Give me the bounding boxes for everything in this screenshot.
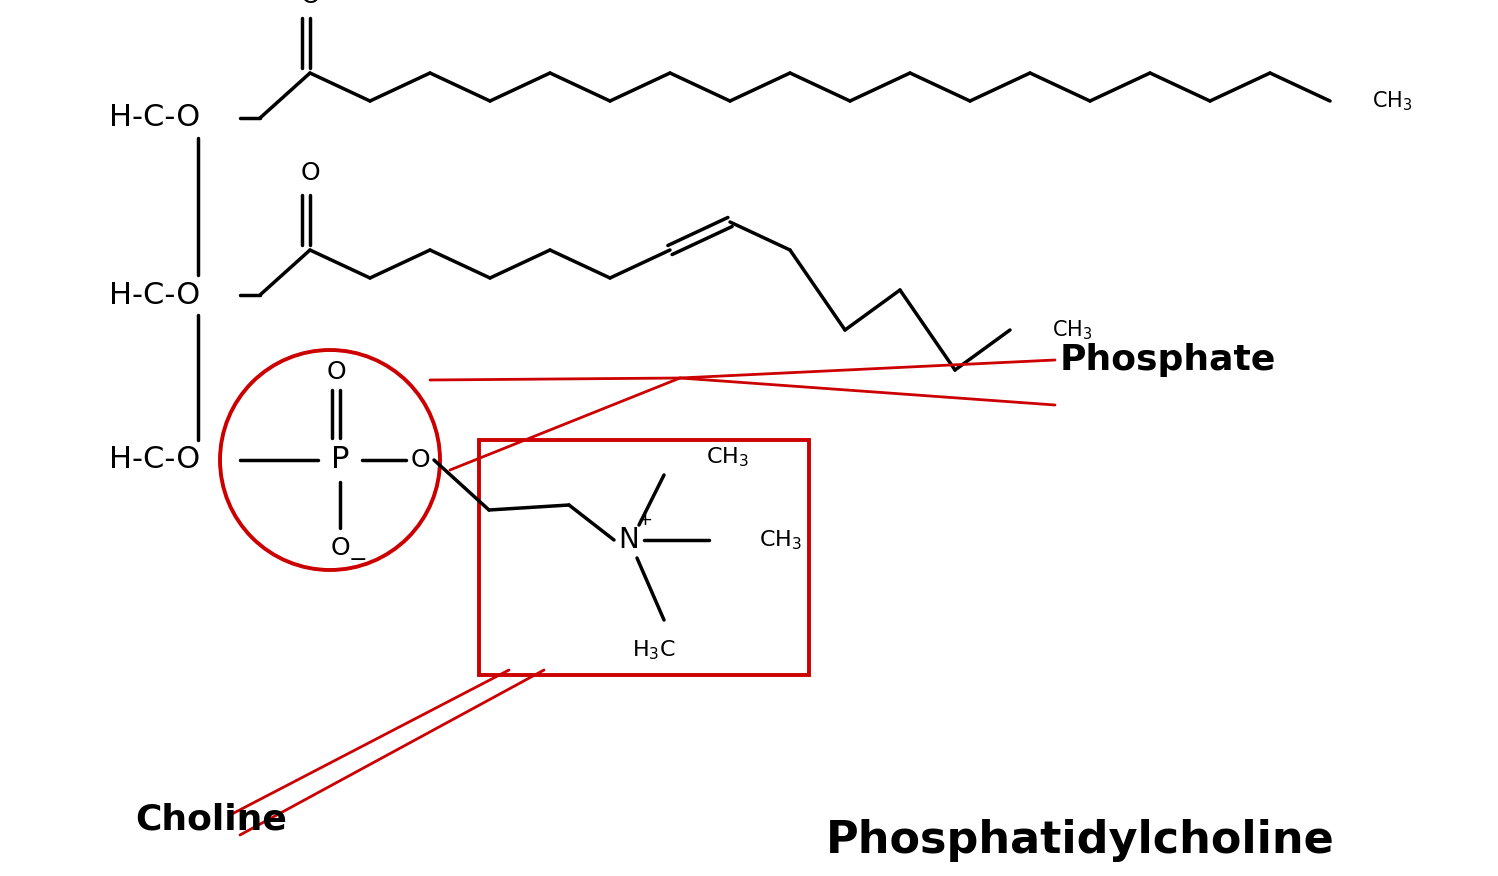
Text: +: + <box>638 511 653 529</box>
Text: −: − <box>349 550 367 570</box>
Text: Choline: Choline <box>135 803 288 837</box>
Text: H$_3$C: H$_3$C <box>632 639 676 661</box>
Text: CH$_3$: CH$_3$ <box>759 528 801 552</box>
Text: Phosphate: Phosphate <box>1061 343 1276 377</box>
Text: P: P <box>331 446 349 475</box>
Bar <box>479 440 809 675</box>
Text: O: O <box>327 360 346 384</box>
Text: CH$_3$: CH$_3$ <box>1372 89 1413 113</box>
Text: O: O <box>300 0 319 8</box>
Text: CH$_3$: CH$_3$ <box>1052 318 1092 342</box>
Text: O: O <box>330 536 351 560</box>
Text: Phosphatidylcholine: Phosphatidylcholine <box>825 818 1335 861</box>
Text: H-C-O: H-C-O <box>109 446 201 475</box>
Text: CH$_3$: CH$_3$ <box>706 445 749 469</box>
Text: N: N <box>619 526 640 554</box>
Text: O: O <box>300 161 319 185</box>
Text: O: O <box>410 448 430 472</box>
Text: H-C-O: H-C-O <box>109 280 201 309</box>
Text: H-C-O: H-C-O <box>109 103 201 132</box>
